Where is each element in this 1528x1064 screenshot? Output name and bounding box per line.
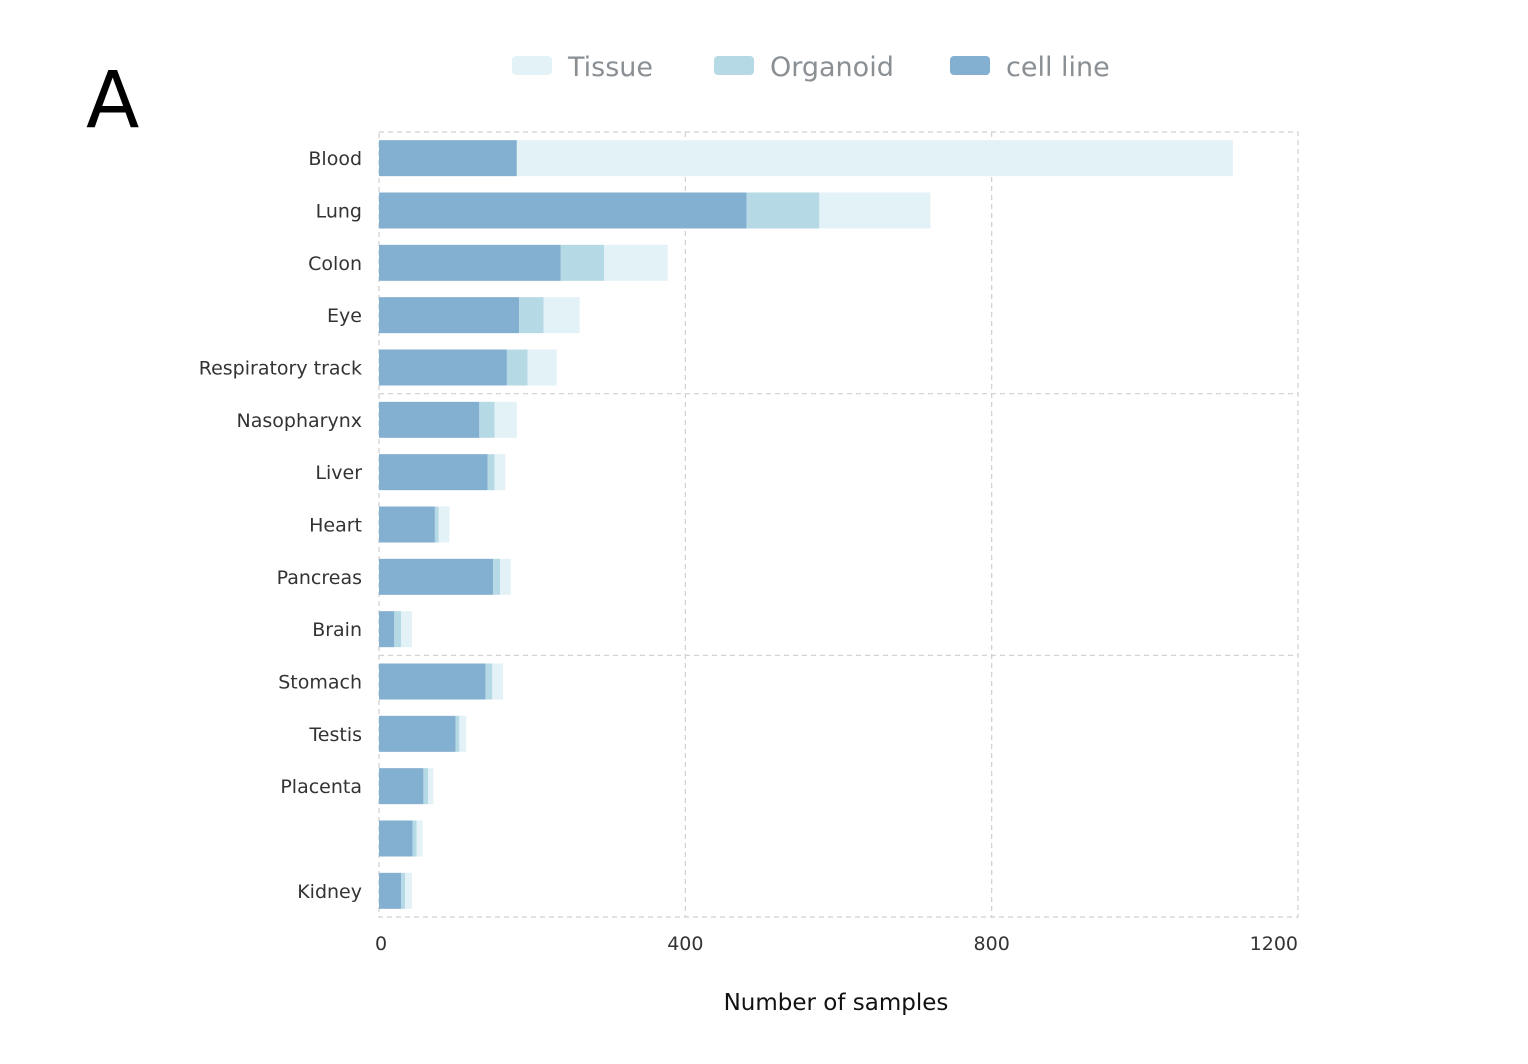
bar-segment [434,506,439,543]
legend-swatch [950,56,990,75]
category-label: Pancreas [277,567,362,589]
bar-segment [479,401,495,438]
panel-label: A [86,56,140,146]
bar-segment [379,663,486,700]
bar-segment [428,768,434,805]
bar-segment [459,715,467,752]
legend-label: Organoid [770,52,894,83]
bar-segment [438,506,450,543]
bar-segment [379,558,494,595]
bar-segment [379,140,517,177]
bar-segment [519,297,544,334]
bar-segment [604,244,668,281]
bar-segment [379,244,561,281]
category-label: Blood [308,148,362,170]
bar-segment [379,454,488,491]
bar-segment [379,872,402,909]
bar-segment [746,192,820,229]
bar-segment [379,715,456,752]
bar-segment [543,297,580,334]
bar-segment [416,820,423,857]
bar-segment [819,192,931,229]
x-axis-title: Number of samples [724,990,949,1016]
bar-segment [487,454,495,491]
bar-segment [379,401,480,438]
legend-swatch [512,56,552,75]
bar-segment [500,558,511,595]
x-tick-label: 1200 [1250,933,1298,955]
legend-swatch [714,56,754,75]
legend-label: Tissue [567,52,653,83]
bar-segment [379,611,395,648]
category-label: Colon [308,253,362,275]
category-label: Lung [316,201,362,223]
category-label: Eye [327,305,362,327]
legend-label: cell line [1006,52,1110,83]
bar-segment [492,663,504,700]
legend[interactable]: Tissue Organoid cell line [512,52,1110,83]
bar-segment [394,611,402,648]
bar-segment [379,768,424,805]
bar-segment [506,349,528,386]
bar-segment [379,192,747,229]
bar-segment [401,872,406,909]
bar-segment [494,454,506,491]
bar-segment [423,768,429,805]
category-label: Heart [309,515,362,537]
bar-segment [379,349,507,386]
bar-segment [405,872,412,909]
bar-segment [527,349,557,386]
bar-segment [379,506,435,543]
category-labels: Blood Lung Colon Eye Respiratory track Nasoph… [199,148,362,903]
category-label: Stomach [278,672,362,694]
x-tick-label: 400 [667,933,703,955]
bar-segment [379,297,520,334]
bar-segment [485,663,493,700]
x-tick-label: 0 [375,933,387,955]
category-label: Brain [312,619,362,641]
category-label: Respiratory track [199,358,362,380]
bar-segment [560,244,605,281]
bar-segment [494,401,517,438]
category-label: Placenta [280,776,362,798]
category-label: Testis [308,724,362,746]
bar-segment [379,820,413,857]
bar-segment [493,558,501,595]
category-label: Nasopharynx [237,410,362,432]
category-label: Liver [315,462,362,484]
bars [379,140,1233,909]
bar-segment [516,140,1233,177]
category-label: Kidney [297,881,362,903]
bar-segment [401,611,412,648]
x-tick-label: 800 [974,933,1010,955]
bar-segment [455,715,460,752]
x-tick-labels: 0 400 800 1200 [375,933,1298,955]
bar-segment [412,820,417,857]
